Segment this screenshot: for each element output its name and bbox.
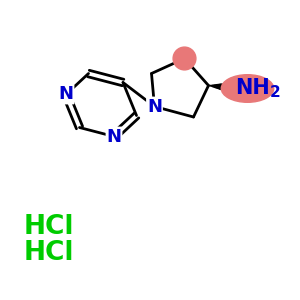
Text: N: N [58,85,74,103]
Circle shape [173,47,196,70]
Text: 2: 2 [270,85,281,100]
Text: HCl: HCl [24,241,74,266]
Text: HCl: HCl [24,214,74,239]
Text: N: N [147,98,162,116]
Ellipse shape [221,75,274,102]
Text: N: N [106,128,122,146]
Text: NH: NH [236,78,270,98]
